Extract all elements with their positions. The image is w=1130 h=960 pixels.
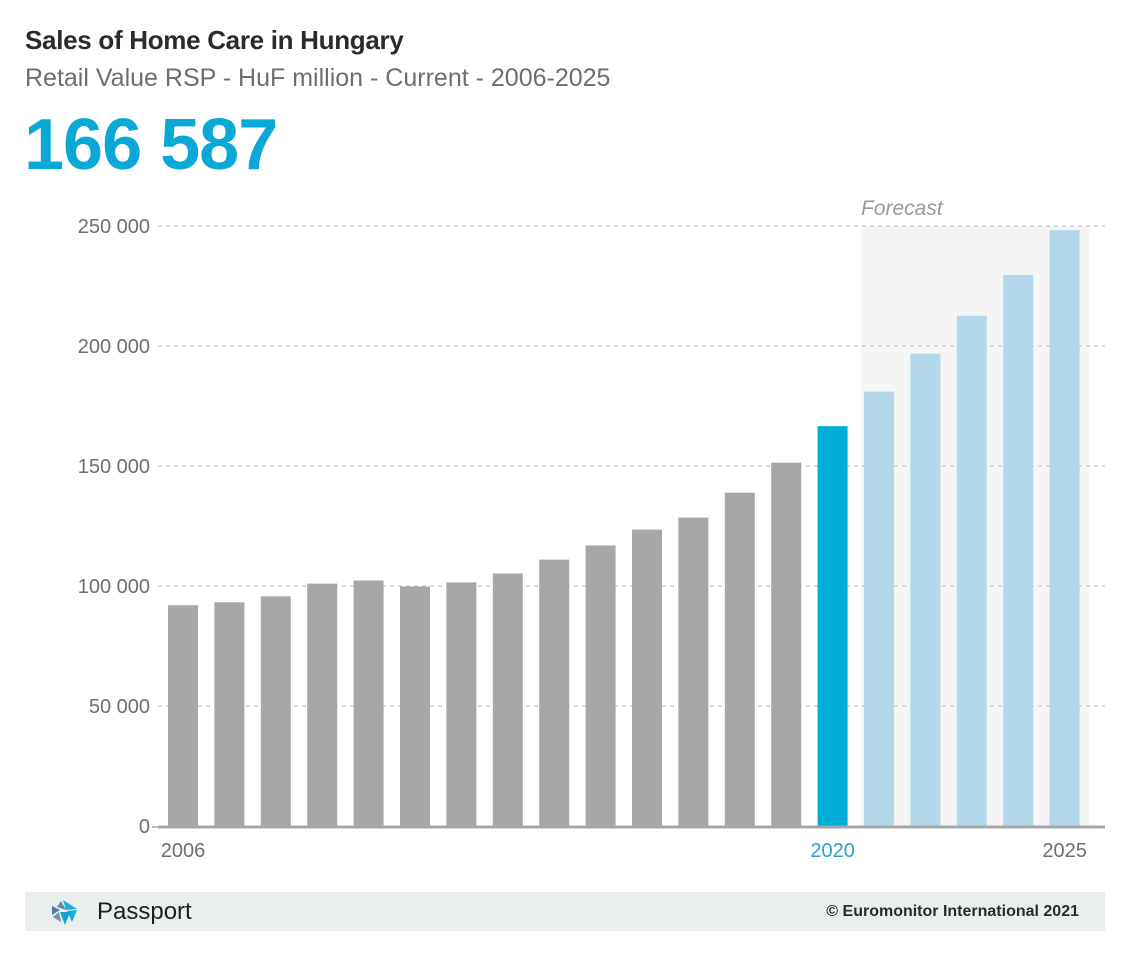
bar-2016	[632, 529, 662, 826]
bar-2019	[771, 462, 802, 826]
footer-bar: Passport © Euromonitor International 202…	[25, 892, 1105, 931]
bar-2015	[585, 545, 616, 826]
bar-2020	[817, 426, 848, 826]
x-tick-label: 2025	[1042, 840, 1087, 862]
passport-brand: Passport	[97, 898, 192, 925]
x-tick-label: 2006	[161, 840, 206, 862]
bar-2011	[400, 586, 430, 826]
copyright-text: © Euromonitor International 2021	[826, 903, 1079, 920]
bar-2017	[678, 517, 709, 826]
headline-value: 166 587	[24, 105, 278, 185]
bar-2010	[353, 580, 384, 826]
y-tick-label: 150 000	[78, 456, 150, 478]
bar-2013	[492, 573, 523, 826]
x-tick-label: 2020	[810, 840, 855, 862]
bar-2009	[307, 583, 338, 826]
bar-2008	[260, 596, 291, 826]
y-tick-label: 200 000	[78, 336, 150, 358]
bar-2007	[214, 602, 245, 826]
bar-2006	[168, 605, 198, 826]
y-tick-label: 100 000	[78, 576, 150, 598]
bar-chart: Forecast 0 50 000 100 000 150 000 200 000 250 …	[78, 197, 1105, 862]
bar-2024	[1003, 274, 1034, 827]
y-tick-label: 250 000	[78, 216, 150, 238]
chart-subtitle: Retail Value RSP - HuF million - Current…	[25, 64, 611, 92]
y-tick-label: 50 000	[89, 696, 150, 718]
bar-2025	[1049, 230, 1080, 826]
bar-2012	[446, 582, 477, 826]
forecast-label: Forecast	[861, 197, 944, 220]
bar-2023	[956, 315, 987, 826]
y-tick-label: 0	[139, 816, 150, 838]
passport-logo-icon	[52, 900, 77, 925]
bar-2021	[864, 391, 894, 826]
bar-2018	[724, 492, 755, 826]
bar-2014	[539, 559, 570, 826]
bar-2022	[910, 353, 941, 826]
chart-title: Sales of Home Care in Hungary	[25, 25, 404, 55]
